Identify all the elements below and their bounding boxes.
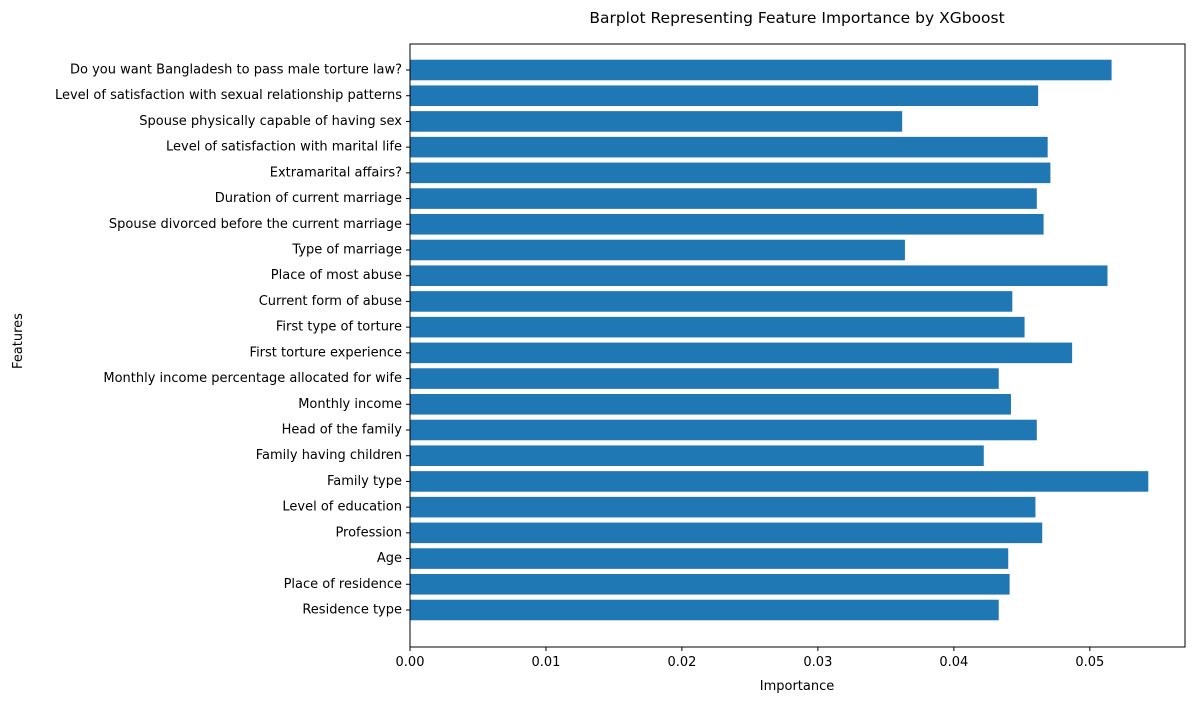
bar [410, 59, 1112, 81]
x-tick-label: 0.03 [803, 655, 832, 670]
x-tick-label: 0.01 [531, 655, 560, 670]
bar [410, 214, 1044, 235]
bars-group [410, 59, 1149, 621]
x-axis-ticks: 0.00 0.01 0.02 0.03 0.04 0.05 [396, 647, 1104, 670]
bar [410, 342, 1073, 364]
y-tick-label: Level of satisfaction with sexual relati… [55, 88, 402, 103]
plot-frame [409, 43, 1186, 648]
y-tick-label: Monthly income [298, 397, 402, 412]
y-tick-label: Level of education [282, 500, 402, 515]
y-axis-ticks: Residence type Place of residence Age Profe… [55, 63, 410, 618]
y-tick-label: Type of marriage [291, 243, 402, 258]
x-axis-label: Importance [760, 679, 835, 694]
bar [410, 471, 1149, 492]
y-tick-label: Place of most abuse [271, 268, 402, 283]
bar [410, 162, 1051, 184]
y-tick-label: Duration of current marriage [215, 191, 402, 206]
y-tick-label: First type of torture [276, 320, 402, 335]
y-tick-label: Family having children [256, 448, 402, 463]
y-tick-label: First torture experience [250, 345, 402, 360]
bar [410, 548, 1009, 569]
bar [410, 136, 1048, 158]
bar [410, 419, 1037, 441]
bar [410, 496, 1036, 518]
chart-title: Barplot Representing Feature Importance … [589, 9, 1004, 27]
y-tick-label: Age [377, 551, 402, 566]
bar [410, 316, 1025, 338]
bar [410, 239, 905, 261]
y-tick-label: Monthly income percentage allocated for … [103, 371, 402, 386]
x-tick-label: 0.02 [667, 655, 696, 670]
bar [410, 111, 903, 132]
y-tick-label: Extramarital affairs? [270, 165, 402, 180]
y-tick-label: Family type [327, 474, 402, 489]
bar [410, 599, 999, 621]
y-tick-label: Spouse divorced before the current marri… [109, 217, 402, 232]
bar [410, 445, 984, 466]
y-tick-label: Level of satisfaction with marital life [166, 140, 402, 155]
y-tick-label: Profession [335, 525, 402, 540]
bar [410, 394, 1011, 415]
bar [410, 574, 1010, 595]
x-tick-label: 0.04 [939, 655, 968, 670]
y-axis-label: Features [11, 313, 26, 369]
bar [410, 368, 999, 389]
y-tick-label: Residence type [302, 603, 402, 618]
bar [410, 522, 1043, 544]
y-tick-label: Do you want Bangladesh to pass male tort… [70, 63, 402, 78]
y-tick-label: Current form of abuse [259, 294, 402, 309]
x-tick-label: 0.00 [396, 655, 425, 670]
y-tick-label: Head of the family [282, 423, 403, 438]
y-tick-label: Spouse physically capable of having sex [139, 114, 402, 129]
x-tick-label: 0.05 [1075, 655, 1104, 670]
y-tick-label: Place of residence [284, 577, 402, 592]
bar [410, 188, 1037, 209]
bar [410, 85, 1039, 106]
bar [410, 291, 1013, 312]
bar [410, 265, 1108, 286]
